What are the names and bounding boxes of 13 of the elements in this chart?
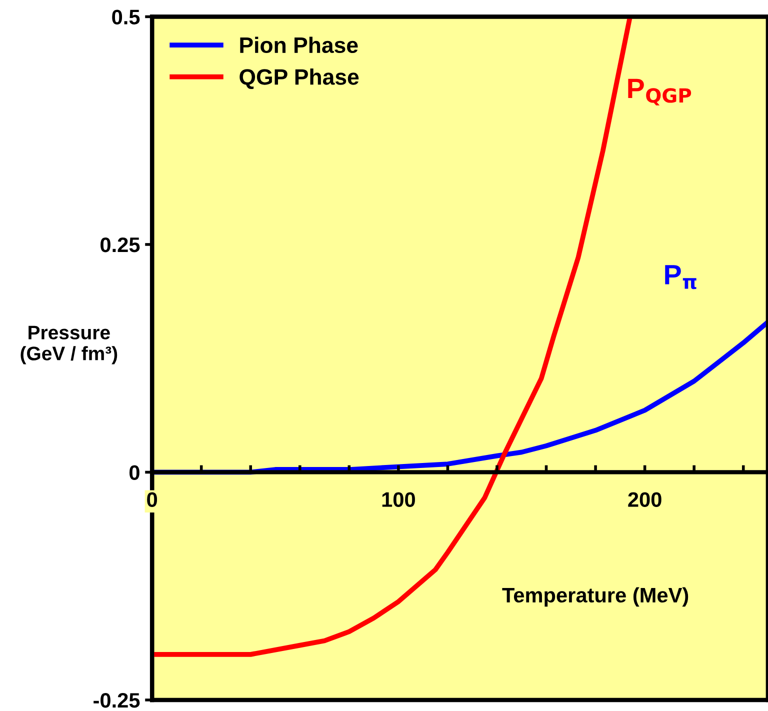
x-tick-label: 0	[147, 492, 158, 507]
y-tick-label: -0.25	[94, 692, 140, 708]
y-axis-title: Pressure (GeV / fm³)	[20, 326, 118, 364]
x-axis-title: Temperature (MeV)	[502, 587, 688, 607]
legend-label: QGP Phase	[240, 68, 359, 90]
y-tick-label: 0.25	[100, 237, 140, 252]
y-tick-label: 0	[129, 465, 140, 480]
x-tick-label: 100	[382, 492, 415, 507]
y-tick-label: 0.5	[112, 10, 140, 24]
annotation: P$_{π}$	[665, 265, 696, 290]
x-tick-label: 200	[628, 492, 662, 507]
legend-label: Pion Phase	[240, 36, 358, 54]
annotation: P$_{QGP}$	[628, 78, 692, 106]
